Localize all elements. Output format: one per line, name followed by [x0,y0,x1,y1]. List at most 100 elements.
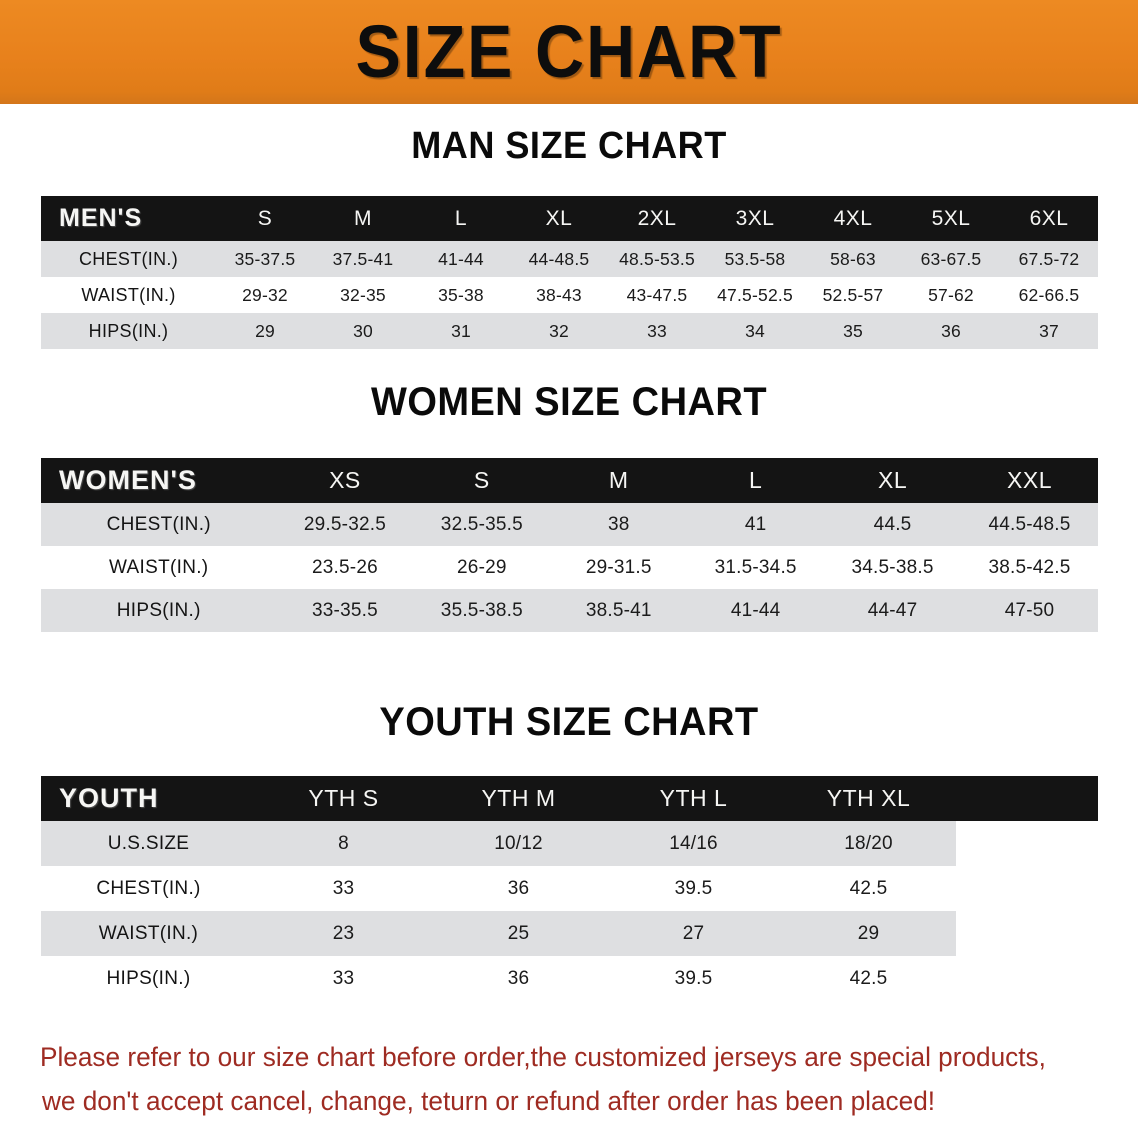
youth-corner-label: YOUTH [41,776,256,821]
youth-cell: 23 [256,911,431,956]
youth-cell: 18/20 [781,821,956,866]
men-size-header: 5XL [902,196,1000,241]
women-cell: 31.5-34.5 [687,546,825,589]
youth-row-label: U.S.SIZE [41,821,256,866]
youth-size-header: YTH S [256,776,431,821]
youth-cell: 36 [431,866,606,911]
men-row-label: HIPS(IN.) [41,313,216,349]
men-cell: 32 [510,313,608,349]
men-cell: 35-37.5 [216,241,314,277]
youth-row-spacer [956,866,1098,911]
disclaimer-line-2: we don't accept cancel, change, teturn o… [41,1086,936,1116]
men-cell: 48.5-53.5 [608,241,706,277]
men-cell: 37.5-41 [314,241,412,277]
women-size-header: M [550,458,688,503]
men-cell: 38-43 [510,277,608,313]
men-cell: 44-48.5 [510,241,608,277]
women-size-table-wrapper: WOMEN'S XS S M L XL XXL CHEST(IN.) 29.5-… [41,458,1098,632]
men-cell: 53.5-58 [706,241,804,277]
youth-cell: 39.5 [606,866,781,911]
men-cell: 58-63 [804,241,902,277]
youth-size-header: YTH XL [781,776,956,821]
men-row-label: CHEST(IN.) [41,241,216,277]
women-size-header: L [687,458,825,503]
page-banner: SIZE CHART [0,0,1138,104]
youth-cell: 29 [781,911,956,956]
men-cell: 33 [608,313,706,349]
men-cell: 43-47.5 [608,277,706,313]
youth-size-table: YOUTH YTH S YTH M YTH L YTH XL U.S.SIZE … [41,776,1098,1001]
women-cell: 26-29 [413,546,551,589]
women-size-header: XL [824,458,962,503]
men-cell: 30 [314,313,412,349]
women-cell: 44.5 [824,503,962,546]
women-size-header: S [413,458,551,503]
men-size-header: 6XL [1000,196,1098,241]
youth-row-label: HIPS(IN.) [41,956,256,1001]
men-cell: 67.5-72 [1000,241,1098,277]
men-cell: 29 [216,313,314,349]
men-cell: 31 [412,313,510,349]
men-size-header: S [216,196,314,241]
women-row-label: HIPS(IN.) [41,589,277,632]
table-row: WAIST(IN.) 23.5-26 26-29 29-31.5 31.5-34… [41,546,1098,589]
women-size-header: XXL [961,458,1098,503]
table-row: WAIST(IN.) 29-32 32-35 35-38 38-43 43-47… [41,277,1098,313]
men-cell: 36 [902,313,1000,349]
men-size-header: XL [510,196,608,241]
women-cell: 33-35.5 [276,589,414,632]
women-size-table: WOMEN'S XS S M L XL XXL CHEST(IN.) 29.5-… [41,458,1098,632]
men-size-header: 2XL [608,196,706,241]
table-row: HIPS(IN.) 33-35.5 35.5-38.5 38.5-41 41-4… [41,589,1098,632]
women-cell: 23.5-26 [276,546,414,589]
men-cell: 57-62 [902,277,1000,313]
men-cell: 41-44 [412,241,510,277]
women-header-row: WOMEN'S XS S M L XL XXL [41,458,1098,503]
youth-cell: 33 [256,866,431,911]
men-size-table-wrapper: MEN'S S M L XL 2XL 3XL 4XL 5XL 6XL CHEST… [41,196,1098,349]
women-cell: 29.5-32.5 [276,503,414,546]
disclaimer-text: Please refer to our size chart before or… [40,1035,1068,1123]
youth-section-title: YOUTH SIZE CHART [379,700,759,744]
men-cell: 63-67.5 [902,241,1000,277]
youth-row-label: WAIST(IN.) [41,911,256,956]
men-cell: 35 [804,313,902,349]
women-cell: 38.5-42.5 [961,546,1098,589]
women-section-title: WOMEN SIZE CHART [370,380,768,424]
men-size-header: 4XL [804,196,902,241]
youth-size-header: YTH M [431,776,606,821]
women-cell: 47-50 [961,589,1098,632]
youth-size-table-wrapper: YOUTH YTH S YTH M YTH L YTH XL U.S.SIZE … [41,776,1098,1001]
youth-cell: 33 [256,956,431,1001]
youth-cell: 10/12 [431,821,606,866]
men-cell: 37 [1000,313,1098,349]
disclaimer-line-1: Please refer to our size chart before or… [40,1042,1046,1072]
men-corner-label: MEN'S [41,196,216,241]
women-cell: 41 [687,503,825,546]
women-cell: 29-31.5 [550,546,688,589]
table-row: U.S.SIZE 8 10/12 14/16 18/20 [41,821,1098,866]
men-size-header: L [412,196,510,241]
youth-row-spacer [956,911,1098,956]
men-size-table: MEN'S S M L XL 2XL 3XL 4XL 5XL 6XL CHEST… [41,196,1098,349]
women-cell: 44-47 [824,589,962,632]
men-cell: 62-66.5 [1000,277,1098,313]
youth-header-row: YOUTH YTH S YTH M YTH L YTH XL [41,776,1098,821]
youth-cell: 14/16 [606,821,781,866]
men-cell: 35-38 [412,277,510,313]
women-cell: 38 [550,503,688,546]
youth-size-header: YTH L [606,776,781,821]
men-cell: 29-32 [216,277,314,313]
women-corner-label: WOMEN'S [41,458,277,503]
women-row-label: WAIST(IN.) [41,546,277,589]
women-cell: 35.5-38.5 [413,589,551,632]
men-cell: 47.5-52.5 [706,277,804,313]
women-row-label: CHEST(IN.) [41,503,277,546]
youth-cell: 25 [431,911,606,956]
women-cell: 34.5-38.5 [824,546,962,589]
men-header-row: MEN'S S M L XL 2XL 3XL 4XL 5XL 6XL [41,196,1098,241]
table-row: CHEST(IN.) 35-37.5 37.5-41 41-44 44-48.5… [41,241,1098,277]
youth-cell: 39.5 [606,956,781,1001]
men-cell: 34 [706,313,804,349]
table-row: WAIST(IN.) 23 25 27 29 [41,911,1098,956]
